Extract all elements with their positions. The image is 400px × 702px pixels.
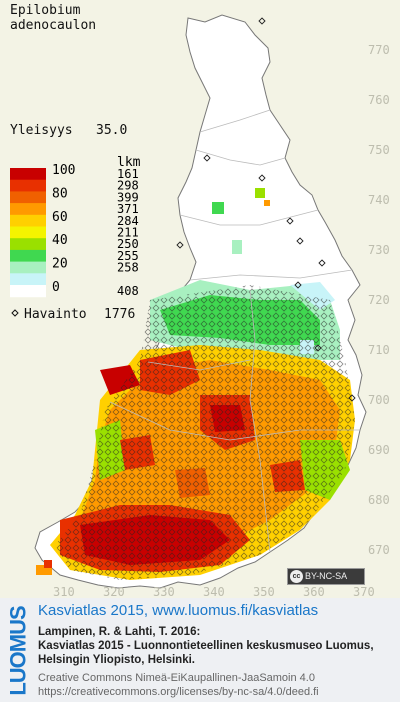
luomus-logo: LUOMUS bbox=[6, 602, 32, 698]
legend-count: 211 bbox=[117, 226, 139, 240]
legend-swatch bbox=[10, 285, 46, 298]
legend-swatch bbox=[10, 214, 46, 227]
legend-class-label: 40 bbox=[52, 233, 68, 248]
observation-count: 1776 bbox=[104, 307, 135, 322]
x-tick-label: 330 bbox=[153, 585, 175, 598]
x-tick-label: 350 bbox=[253, 585, 275, 598]
y-tick-label: 730 bbox=[368, 243, 390, 257]
legend-count: 258 bbox=[117, 261, 139, 275]
legend-swatch bbox=[10, 179, 46, 192]
scattered-observations bbox=[176, 17, 356, 402]
frequency-label: Yleisyys bbox=[10, 123, 73, 138]
kasviatlas-link[interactable]: Kasviatlas 2015, www.luomus.fi/kasviatla… bbox=[38, 602, 319, 619]
y-tick-label: 710 bbox=[368, 343, 390, 357]
legend-header: lkm bbox=[117, 155, 141, 170]
footer bbox=[0, 598, 400, 702]
legend-swatch bbox=[10, 226, 46, 239]
y-tick-label: 720 bbox=[368, 293, 390, 307]
y-tick-label: 750 bbox=[368, 143, 390, 157]
legend-swatch bbox=[10, 203, 46, 216]
legend-count: 399 bbox=[117, 190, 139, 204]
observation-label: Havainto bbox=[24, 307, 87, 322]
observation-markers bbox=[55, 285, 355, 580]
legend-count: 284 bbox=[117, 214, 139, 228]
cc-icon: cc bbox=[290, 570, 303, 583]
x-axis-ticks: 310 320 330 340 350 360 370 bbox=[53, 585, 375, 598]
legend-count: 371 bbox=[117, 202, 139, 216]
frequency-value: 35.0 bbox=[96, 123, 127, 138]
x-tick-label: 310 bbox=[53, 585, 75, 598]
legend-swatch bbox=[10, 191, 46, 204]
legend-count: 255 bbox=[117, 249, 139, 263]
license-badge[interactable]: cc BY-NC-SA bbox=[287, 568, 365, 585]
x-tick-label: 370 bbox=[353, 585, 375, 598]
y-axis-ticks: 770 760 750 740 730 720 710 700 690 680 670 bbox=[368, 43, 390, 557]
y-tick-label: 670 bbox=[368, 543, 390, 557]
license-line1: Creative Commons Nimeä-EiKaupallinen-Jaa… bbox=[38, 672, 315, 684]
province-borders bbox=[109, 109, 360, 553]
legend-count: 408 bbox=[117, 284, 139, 298]
legend-swatch bbox=[10, 273, 46, 286]
legend-count: 161 bbox=[117, 167, 139, 181]
species-name-line2: adenocaulon bbox=[10, 18, 96, 33]
legend-class-label: 80 bbox=[52, 186, 68, 201]
aland-islands bbox=[36, 560, 52, 575]
y-tick-label: 680 bbox=[368, 493, 390, 507]
x-tick-label: 340 bbox=[203, 585, 225, 598]
legend-class-label: 100 bbox=[52, 163, 75, 178]
species-name-line1: Epilobium bbox=[10, 3, 81, 18]
legend-swatch bbox=[10, 261, 46, 274]
legend-class-label: 60 bbox=[52, 210, 68, 225]
y-tick-label: 760 bbox=[368, 93, 390, 107]
legend-swatch bbox=[10, 168, 46, 181]
legend-swatch bbox=[10, 249, 46, 263]
legend-swatch bbox=[10, 238, 46, 251]
citation-line3: Helsingin Yliopisto, Helsinki. bbox=[38, 654, 195, 666]
y-tick-label: 770 bbox=[368, 43, 390, 57]
legend-class-label: 0 bbox=[52, 280, 60, 295]
license-badge-text: BY-NC-SA bbox=[305, 571, 348, 581]
citation-line1: Lampinen, R. & Lahti, T. 2016: bbox=[38, 626, 201, 638]
legend-count: 250 bbox=[117, 237, 139, 251]
x-tick-label: 320 bbox=[103, 585, 125, 598]
y-tick-label: 740 bbox=[368, 193, 390, 207]
legend-class-label: 20 bbox=[52, 257, 68, 272]
observation-marker-icon bbox=[11, 309, 19, 317]
brand-name: LUOMUS bbox=[5, 606, 31, 696]
legend-count: 298 bbox=[117, 179, 139, 193]
citation-line2: Kasviatlas 2015 - Luonnontieteellinen ke… bbox=[38, 640, 374, 652]
y-tick-label: 700 bbox=[368, 393, 390, 407]
y-tick-label: 690 bbox=[368, 443, 390, 457]
license-url[interactable]: https://creativecommons.org/licenses/by-… bbox=[38, 686, 319, 698]
x-tick-label: 360 bbox=[303, 585, 325, 598]
distribution-map: Epilobium adenocaulon Yleisyys 35.0 lkm1… bbox=[10, 3, 390, 598]
